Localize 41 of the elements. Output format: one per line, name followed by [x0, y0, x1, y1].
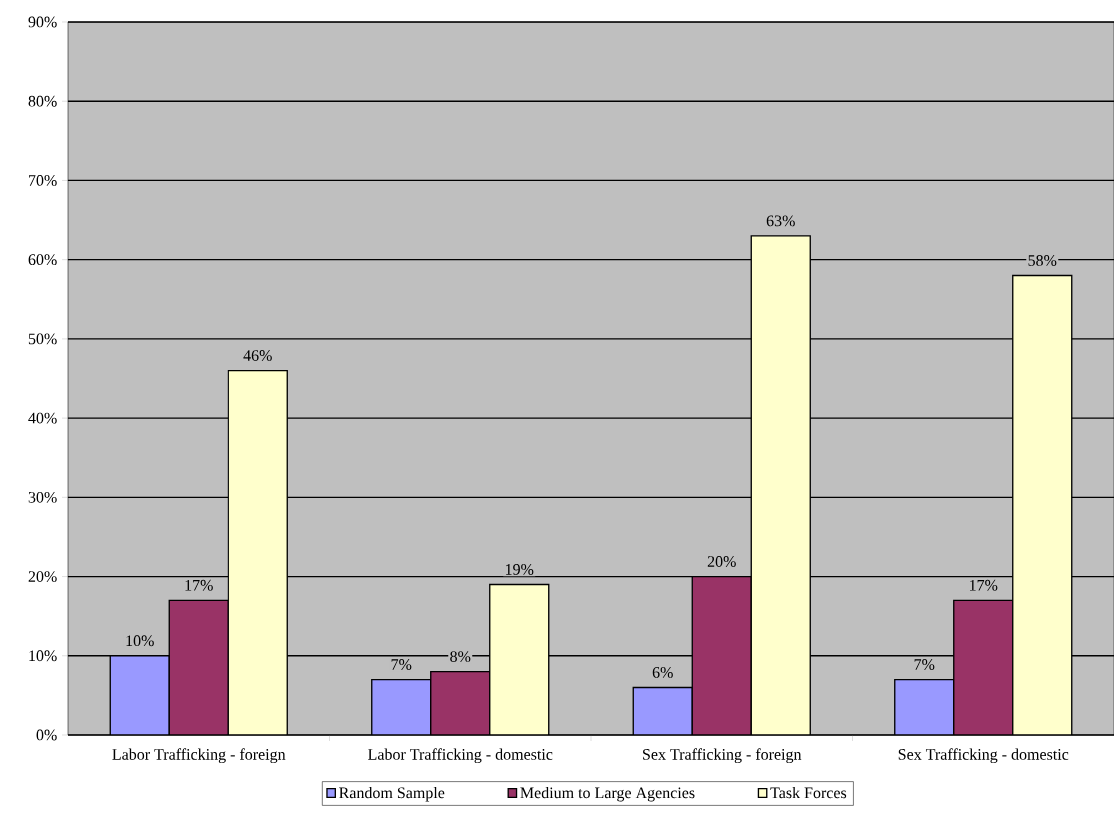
- bar: [894, 678, 955, 735]
- x-tick-label: Sex Trafficking - foreign: [643, 748, 802, 764]
- bar: [750, 235, 811, 735]
- bar: [691, 575, 752, 735]
- data-label: 7%: [914, 659, 935, 670]
- y-tick-label: 90%: [28, 16, 57, 28]
- y-tick-label: 60%: [28, 254, 57, 266]
- bar: [168, 599, 229, 735]
- data-label: 19%: [505, 564, 534, 575]
- y-tick-label: 70%: [29, 175, 57, 186]
- x-tick-label: Labor Trafficking - domestic: [368, 748, 553, 764]
- y-tick-label: 50%: [28, 333, 57, 345]
- legend-label: Task Forces: [770, 786, 847, 799]
- y-tick-label: 10%: [29, 650, 57, 662]
- bar: [953, 599, 1014, 735]
- bar: [371, 678, 432, 735]
- y-tick-label: 40%: [28, 412, 57, 424]
- bar: [227, 369, 288, 735]
- data-label: 58%: [1028, 255, 1057, 266]
- data-label: 46%: [243, 350, 272, 361]
- bar: [1012, 274, 1073, 735]
- bar: [109, 655, 170, 735]
- data-label: 17%: [969, 579, 998, 591]
- x-tick-label: Labor Trafficking - foreign: [112, 748, 286, 764]
- data-label: 17%: [185, 579, 213, 591]
- data-label: 6%: [652, 667, 673, 678]
- bar: [632, 686, 693, 735]
- data-label: 7%: [391, 659, 412, 670]
- data-label: 10%: [126, 635, 154, 647]
- y-tick-label: 20%: [28, 571, 57, 582]
- y-tick-label: 0%: [36, 729, 57, 741]
- x-tick-label: Sex Trafficking - domestic: [898, 748, 1069, 764]
- legend-label: Random Sample: [339, 786, 445, 802]
- data-label: 20%: [707, 556, 736, 567]
- legend-label: Medium to Large Agencies: [520, 786, 695, 802]
- data-label: 8%: [450, 651, 471, 663]
- bar: [430, 670, 491, 735]
- y-tick-label: 80%: [28, 95, 57, 107]
- data-label: 63%: [766, 215, 795, 227]
- y-tick-label: 30%: [28, 491, 57, 503]
- bar: [489, 583, 550, 735]
